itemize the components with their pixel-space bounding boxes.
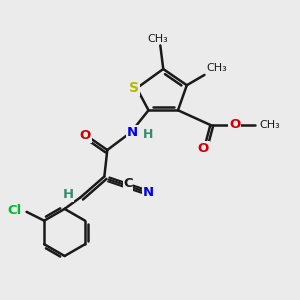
- Text: O: O: [229, 118, 240, 131]
- Text: S: S: [129, 81, 139, 94]
- Text: O: O: [80, 129, 91, 142]
- Text: CH₃: CH₃: [207, 63, 228, 74]
- Text: CH₃: CH₃: [259, 120, 280, 130]
- Text: C: C: [123, 177, 133, 190]
- Text: Cl: Cl: [7, 204, 21, 217]
- Text: H: H: [143, 128, 154, 141]
- Text: N: N: [143, 186, 154, 199]
- Text: O: O: [197, 142, 208, 155]
- Text: N: N: [127, 126, 138, 139]
- Text: H: H: [62, 188, 74, 201]
- Text: CH₃: CH₃: [147, 34, 168, 44]
